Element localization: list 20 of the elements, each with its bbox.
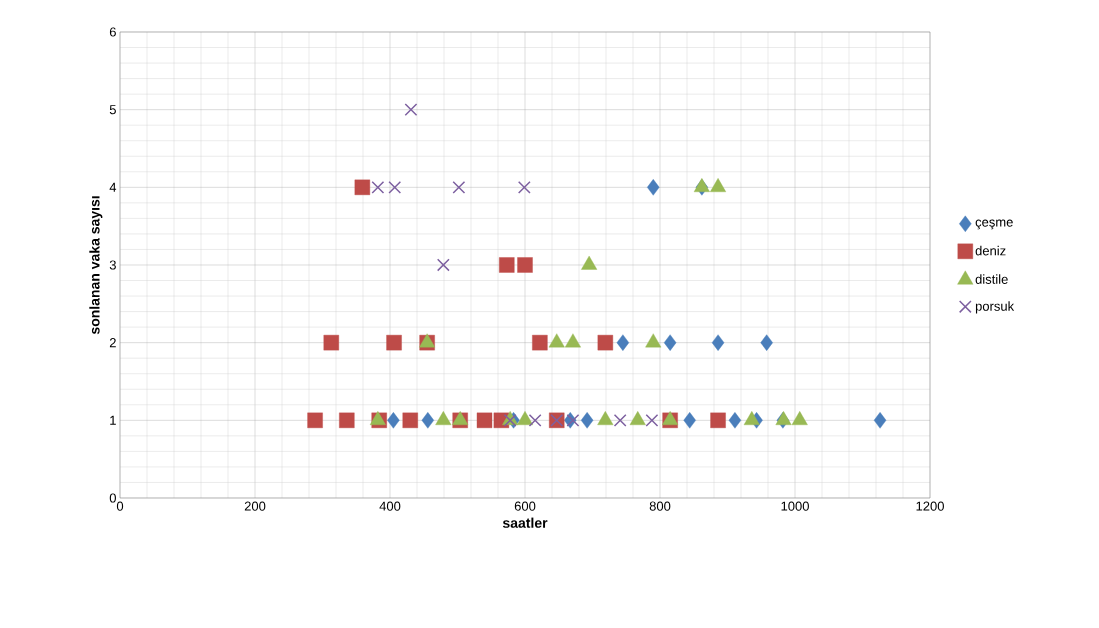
x-tick-label: 800 [649,501,671,511]
y-tick-label: 5 [109,105,116,115]
x-tick-label: 0 [116,501,124,511]
x-tick-label: 200 [244,501,266,511]
x-tick-label: 600 [514,501,536,511]
y-axis-title: sonlanan vaka sayısı [89,196,103,335]
y-tick-label: 6 [109,27,116,37]
x-tick-label: 1000 [781,501,809,511]
legend-label: distile [975,274,1008,284]
x-axis-title: saatler [502,517,548,528]
legend-label: deniz [975,245,1006,256]
y-tick-label: 3 [109,260,116,270]
y-tick-label: 4 [109,182,117,192]
x-tick-label: 1200 [916,501,944,511]
y-tick-label: 1 [110,415,116,425]
x-tick-label: 400 [379,501,401,511]
legend-label: porsuk [975,301,1015,314]
legend-label: çeşme [975,219,1013,230]
y-tick-label: 2 [109,338,116,348]
y-tick-label: 0 [109,493,116,503]
